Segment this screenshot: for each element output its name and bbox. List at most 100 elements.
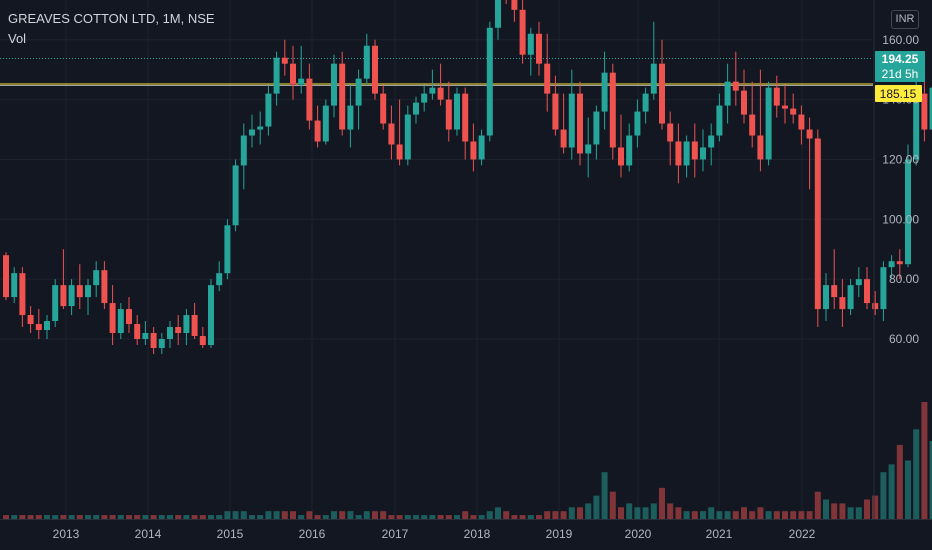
candle-body (708, 135, 715, 148)
candle (601, 51, 608, 130)
candle-body (331, 63, 337, 106)
candle-body (888, 261, 895, 268)
candle-body (290, 63, 296, 85)
candle-body (536, 33, 542, 64)
volume-bar (208, 515, 214, 519)
candle (905, 144, 911, 268)
candle (470, 123, 477, 172)
candle (716, 93, 723, 142)
candle-body (486, 27, 493, 136)
candle-body (823, 285, 829, 310)
volume-bar (232, 511, 239, 519)
candle (568, 69, 575, 160)
candle-body (35, 324, 42, 331)
time-tick-label: 2013 (53, 527, 80, 541)
candle-body (298, 78, 305, 85)
volume-bar (134, 515, 141, 519)
candle (642, 87, 649, 124)
candle-body (44, 321, 50, 331)
candle (683, 135, 690, 178)
candle (298, 45, 305, 94)
candle (273, 51, 280, 106)
volume-bar (790, 511, 797, 519)
horizontal-line-tag: 185.15 (875, 85, 922, 102)
candle (126, 297, 132, 334)
symbol-title[interactable]: GREAVES COTTON LTD, 1M, NSE (8, 11, 215, 26)
volume-bar (183, 515, 190, 519)
candle-body (544, 63, 551, 94)
candle (847, 279, 854, 316)
volume-bar (823, 499, 829, 519)
candle (888, 255, 895, 280)
volume-bar (454, 515, 460, 519)
candle-body (388, 123, 395, 145)
volume-bar (35, 515, 42, 519)
candle (519, 0, 526, 64)
candle (421, 84, 428, 112)
volume-bar (880, 472, 887, 519)
candle-body (109, 303, 116, 334)
candle (11, 267, 18, 304)
candle (486, 21, 493, 142)
candle (150, 327, 157, 354)
candle-body (929, 87, 932, 130)
candle (880, 261, 887, 322)
candle (585, 117, 592, 178)
bar-countdown: 21d 5h (882, 67, 919, 81)
candle-body (847, 285, 854, 310)
candle (560, 93, 567, 154)
candle (700, 129, 706, 172)
volume-bar (339, 511, 346, 519)
candle-body (445, 99, 452, 130)
volume-bar (626, 503, 633, 519)
volume-bar (855, 507, 862, 519)
price-axis: 200.00180.00160.00140.00120.00100.0080.0… (882, 33, 919, 346)
candle-body (462, 93, 469, 142)
candle-body (355, 78, 362, 106)
candle (191, 303, 198, 339)
volume-bar (568, 507, 575, 519)
candle-body (470, 141, 477, 160)
candle-body (585, 144, 592, 154)
candle (626, 123, 633, 172)
candle (199, 327, 206, 348)
candle-body (27, 315, 34, 325)
candle-body (765, 87, 772, 160)
candle (52, 279, 59, 328)
volume-bar (782, 511, 788, 519)
candle (240, 123, 247, 190)
last-price-tag: 194.25 21d 5h (875, 51, 925, 82)
candle-body (905, 159, 911, 265)
volume-bar (421, 515, 428, 519)
volume-bar (101, 515, 108, 519)
volume-bar (470, 515, 477, 519)
candle-body (11, 273, 18, 298)
volume-bar (380, 511, 387, 519)
candle (790, 93, 797, 124)
volume-bar (363, 511, 370, 519)
volume-bar (560, 511, 567, 519)
candle-body (126, 309, 132, 325)
candle-body (167, 327, 173, 339)
candle-body (798, 114, 805, 130)
candle (314, 105, 321, 148)
candle-body (839, 297, 846, 310)
candle-body (560, 129, 567, 148)
candle-body (413, 102, 419, 115)
candle-body (659, 63, 665, 124)
candle-body (716, 105, 723, 136)
candle (511, 0, 518, 22)
candle-body (896, 261, 903, 265)
candle-body (855, 279, 862, 286)
candle-body (339, 63, 346, 130)
currency-badge[interactable]: INR (891, 10, 919, 29)
candle-body (519, 9, 526, 55)
candle-body (101, 270, 108, 304)
volume-bar (273, 511, 280, 519)
volume-legend[interactable]: Vol (8, 31, 27, 46)
volume-bar (240, 511, 247, 519)
candle (134, 315, 141, 345)
candle (355, 69, 362, 130)
candle-body (724, 81, 731, 106)
